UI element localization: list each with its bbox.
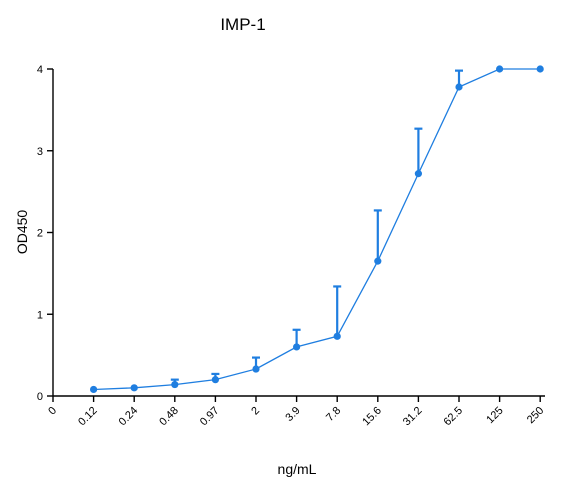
- y-tick-label: 1: [37, 309, 43, 321]
- y-tick-label: 0: [37, 391, 43, 403]
- x-tick-label: 7.8: [324, 405, 343, 424]
- x-tick-label: 0.97: [198, 405, 222, 429]
- data-point: [455, 83, 463, 91]
- data-point: [293, 343, 301, 351]
- x-tick-label: 0.48: [157, 405, 181, 429]
- x-tick-label: 250: [525, 405, 546, 426]
- chart-title: IMP-1: [220, 15, 265, 34]
- x-tick-label: 125: [484, 405, 505, 426]
- data-point: [130, 384, 138, 392]
- y-tick-label: 2: [37, 228, 43, 240]
- x-tick-label: 0.12: [76, 405, 100, 429]
- data-point: [414, 170, 422, 178]
- x-ticks: 0 0.12 0.24 0.48 0.97 2 3.9 7.8 15.6 31.2 62.5 125 2…: [46, 396, 546, 428]
- x-tick-label: 0.24: [117, 405, 141, 429]
- x-tick-label: 0: [46, 405, 59, 418]
- data-point: [90, 385, 98, 394]
- y-tick-label: 4: [37, 64, 43, 76]
- x-tick-label: 15.6: [360, 405, 384, 429]
- x-tick-label: 62.5: [441, 405, 465, 429]
- data-point: [252, 365, 260, 373]
- series-line: [93, 68, 541, 391]
- y-tick-label: 3: [37, 146, 43, 158]
- y-axis-label: OD450: [14, 210, 30, 255]
- data-point: [333, 332, 341, 340]
- data-point: [536, 65, 544, 73]
- y-ticks: 0 1 2 3 4: [37, 64, 53, 403]
- x-axis-label: ng/mL: [278, 461, 317, 477]
- x-tick-label: 2: [249, 405, 262, 418]
- data-point: [211, 376, 219, 384]
- series-layer: [90, 65, 544, 394]
- data-point: [374, 257, 382, 265]
- x-tick-label: 3.9: [283, 405, 302, 424]
- x-tick-label: 31.2: [401, 405, 425, 429]
- data-point: [171, 380, 179, 389]
- data-point: [496, 65, 504, 73]
